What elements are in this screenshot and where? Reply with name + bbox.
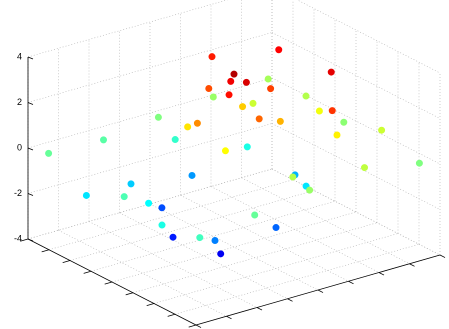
z-tick — [27, 193, 34, 196]
point — [255, 115, 263, 123]
grid-line — [210, 186, 380, 273]
z-tick-label: 0 — [17, 142, 22, 152]
point — [196, 234, 204, 242]
point — [361, 164, 368, 172]
point — [276, 117, 284, 125]
point — [340, 118, 348, 126]
point — [193, 119, 201, 127]
z-tick — [27, 147, 34, 151]
point — [158, 221, 166, 229]
y-tick — [226, 315, 232, 320]
x-tick — [167, 313, 176, 317]
grid-line — [90, 200, 336, 272]
grid-line — [27, 0, 228, 58]
point — [82, 191, 90, 199]
x-tick — [83, 270, 92, 274]
point — [45, 149, 53, 157]
point — [239, 103, 247, 111]
z-tick-label: -2 — [14, 188, 22, 198]
point — [225, 91, 233, 99]
point — [127, 180, 135, 188]
y-tick — [287, 298, 293, 302]
y-tick — [439, 254, 446, 258]
point — [217, 250, 225, 258]
x-tick — [41, 249, 50, 253]
grid-line — [271, 32, 441, 119]
grid-line — [296, 0, 441, 74]
x-tick — [188, 324, 197, 328]
point — [230, 70, 238, 78]
point — [328, 107, 336, 115]
x-tick — [104, 281, 113, 285]
grid-line — [48, 179, 294, 251]
point — [267, 85, 275, 93]
y-tick — [195, 324, 202, 328]
point — [211, 237, 219, 244]
point — [120, 193, 128, 201]
point — [302, 92, 310, 100]
point — [100, 136, 107, 144]
grid-line — [27, 77, 273, 149]
z-tick-label: -4 — [14, 233, 22, 243]
grid-line — [69, 190, 315, 261]
point — [205, 85, 213, 92]
y-tick — [256, 307, 263, 311]
point — [272, 224, 280, 232]
y-tick — [317, 289, 324, 293]
grid-line — [111, 211, 357, 283]
point — [221, 147, 229, 155]
point — [208, 53, 216, 61]
point — [289, 173, 297, 181]
point — [327, 68, 335, 76]
point — [171, 136, 179, 144]
grid-line — [119, 212, 288, 300]
x-tick — [62, 260, 71, 263]
x-tick — [125, 292, 134, 296]
z-tick-label: 2 — [17, 97, 22, 107]
point — [251, 211, 259, 219]
grid-line — [27, 123, 273, 194]
y-tick — [348, 280, 354, 285]
point — [145, 199, 153, 207]
point — [264, 75, 272, 83]
point — [227, 77, 235, 85]
point — [188, 171, 196, 179]
point — [184, 123, 192, 131]
point — [275, 46, 283, 54]
z-tick — [27, 56, 34, 60]
point — [378, 126, 386, 134]
point — [306, 186, 314, 194]
point — [169, 233, 177, 241]
grid-line — [27, 32, 273, 103]
point — [243, 143, 251, 151]
z-tick — [27, 238, 34, 242]
y-tick — [409, 263, 415, 267]
x-tick — [146, 303, 155, 306]
z-tick — [27, 102, 34, 105]
point — [249, 99, 257, 107]
point — [415, 159, 423, 167]
y-tick — [378, 272, 385, 276]
z-tick-label: 4 — [17, 51, 22, 61]
grid-line — [180, 194, 349, 282]
point — [333, 131, 341, 139]
point — [209, 93, 217, 101]
point — [242, 78, 250, 86]
point — [158, 204, 166, 212]
point — [154, 113, 162, 121]
x-tick — [20, 238, 29, 242]
point — [315, 107, 323, 115]
